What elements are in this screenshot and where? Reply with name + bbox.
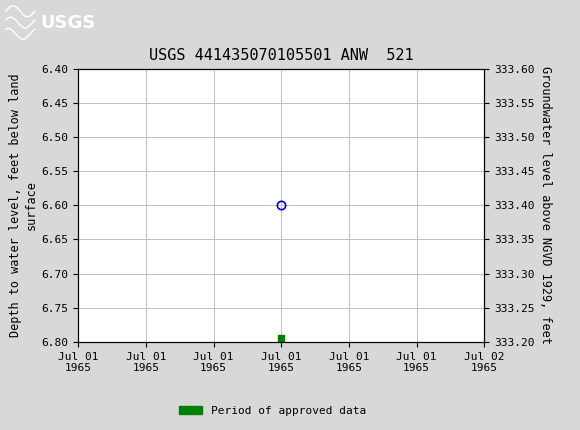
Title: USGS 441435070105501 ANW  521: USGS 441435070105501 ANW 521 (149, 49, 414, 64)
Y-axis label: Groundwater level above NGVD 1929, feet: Groundwater level above NGVD 1929, feet (539, 66, 552, 344)
Text: USGS: USGS (41, 14, 96, 31)
Y-axis label: Depth to water level, feet below land
surface: Depth to water level, feet below land su… (9, 74, 38, 337)
Legend: Period of approved data: Period of approved data (175, 401, 370, 420)
